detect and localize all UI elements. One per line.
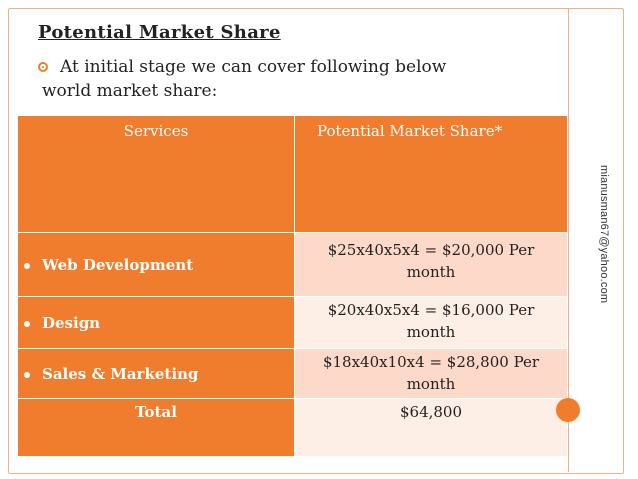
header-services: Services (17, 115, 295, 233)
bullet-dot-icon (24, 262, 30, 269)
share-line2: month (406, 375, 456, 393)
bullet-ring-icon (38, 62, 48, 72)
bullet-dot-icon (24, 371, 30, 378)
service-label: Design (42, 313, 101, 332)
service-cell: Web Development (17, 232, 295, 297)
intro-bullet: At initial stage we can cover following … (38, 55, 558, 103)
service-label: Sales & Marketing (42, 364, 199, 383)
service-label: Web Development (42, 255, 194, 274)
share-cell: $18x40x10x4 = $28,800 Per month (294, 348, 568, 399)
table-row: Web Development $25x40x5x4 = $20,000 Per… (17, 232, 568, 297)
side-email: mianusman67@yahoo.com (598, 165, 610, 304)
slide-title: Potential Market Share (38, 22, 281, 43)
market-share-table: Services Potential Market Share* Web Dev… (17, 115, 568, 457)
share-line2: month (406, 323, 456, 341)
table-total-row: Total $64,800 (17, 398, 568, 457)
share-line1: $25x40x5x4 = $20,000 Per (327, 241, 535, 259)
table-header-row: Services Potential Market Share* (17, 115, 568, 233)
slide-frame (8, 8, 624, 474)
service-cell: Sales & Marketing (17, 348, 295, 399)
total-label: Total (17, 398, 295, 457)
table-row: Design $20x40x5x4 = $16,000 Per month (17, 296, 568, 349)
service-cell: Design (17, 296, 295, 349)
header-market-share: Potential Market Share* (294, 115, 568, 233)
intro-text-line2: world market share: (42, 81, 218, 101)
total-value: $64,800 (294, 398, 568, 457)
share-line1: $18x40x10x4 = $28,800 Per (322, 353, 540, 371)
intro-text-line1: At initial stage we can cover following … (60, 57, 447, 77)
frame-divider (568, 8, 569, 472)
share-line1: $20x40x5x4 = $16,000 Per (327, 301, 535, 319)
share-cell: $20x40x5x4 = $16,000 Per month (294, 296, 568, 349)
share-cell: $25x40x5x4 = $20,000 Per month (294, 232, 568, 297)
table-row: Sales & Marketing $18x40x10x4 = $28,800 … (17, 348, 568, 399)
bullet-dot-icon (24, 320, 30, 327)
decorative-circle-icon (556, 398, 580, 422)
share-line2: month (406, 263, 456, 281)
